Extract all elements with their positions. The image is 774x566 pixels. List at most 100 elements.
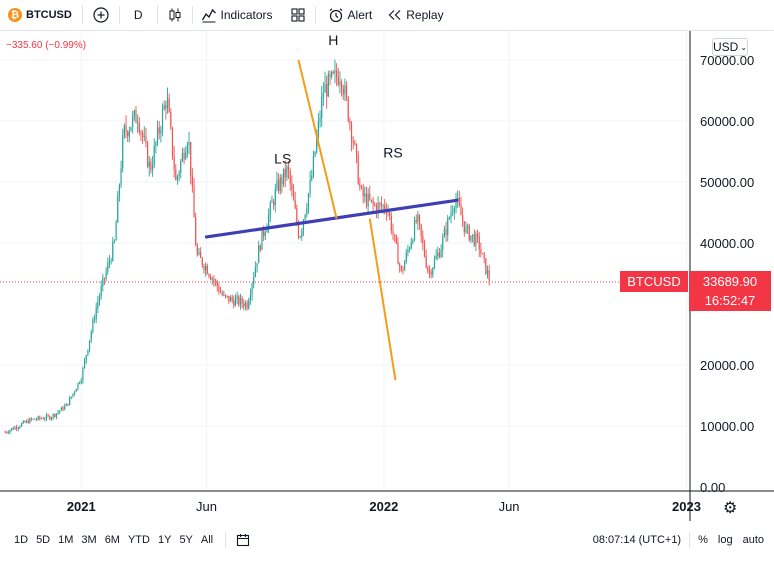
candle-body — [277, 179, 280, 192]
candle-body — [218, 286, 220, 293]
candle-body — [261, 230, 263, 250]
candle-body — [60, 407, 62, 411]
candle-body — [77, 382, 79, 390]
candle-body — [377, 202, 379, 213]
candle-body — [120, 168, 122, 186]
currency-button[interactable]: USD ⌄ — [712, 38, 748, 56]
time-axis[interactable]: 2021 Jun 2022 Jun 2023 — [67, 499, 701, 514]
percent-toggle[interactable]: % — [698, 534, 708, 546]
candle-body — [49, 416, 51, 420]
candle-body — [253, 276, 255, 285]
candle-body — [382, 205, 384, 207]
candle-body — [428, 271, 431, 273]
compare-button[interactable] — [83, 0, 119, 31]
toolbar-divider — [156, 6, 158, 24]
candle-body — [284, 168, 286, 178]
candle-body — [123, 125, 125, 135]
candle-body — [22, 421, 24, 424]
candle-body — [186, 144, 188, 153]
candle-body — [420, 224, 422, 236]
last-price-badge: 33689.90 16:52:47 — [689, 271, 771, 311]
candle-body — [430, 271, 432, 275]
candle-body — [85, 355, 87, 361]
candle-body — [307, 193, 310, 209]
range-button-all[interactable]: All — [200, 534, 214, 546]
bitcoin-logo-icon: ₿ — [8, 8, 22, 22]
price-axis[interactable]: 70000.00 60000.00 50000.00 40000.00 20000.00… — [700, 53, 754, 495]
candle-body — [243, 303, 245, 307]
candle-body — [176, 176, 179, 180]
candle-body — [170, 112, 172, 128]
candle-body — [54, 414, 56, 417]
calendar-icon[interactable] — [236, 533, 250, 547]
candle-body — [32, 418, 34, 420]
price-chart[interactable]: LS H RS 70000.00 60000.00 50000.00 40000.00 20… — [0, 31, 774, 521]
candle-body — [299, 236, 301, 238]
price-tick-label: 70000.00 — [700, 53, 754, 68]
candle-body — [467, 225, 469, 227]
candle-body — [279, 177, 281, 192]
time-tick-label: Jun — [499, 499, 520, 514]
candle-body — [334, 70, 336, 73]
candle-body — [98, 296, 101, 302]
candle-body — [117, 195, 119, 223]
candle-body — [468, 225, 470, 241]
range-button-1d[interactable]: 1D — [14, 534, 29, 546]
toolbar-divider — [191, 6, 193, 24]
auto-toggle[interactable]: auto — [742, 534, 764, 546]
toolbar-divider — [314, 6, 316, 24]
candle-body — [354, 142, 356, 145]
candle-body — [191, 175, 193, 186]
candle-body — [105, 271, 107, 279]
log-toggle[interactable]: log — [717, 534, 733, 546]
candle-body — [226, 295, 228, 297]
toolbar-divider — [225, 532, 227, 548]
candle-body — [273, 201, 275, 206]
candle-body — [399, 264, 401, 266]
candle-body — [132, 116, 134, 128]
toolbar-divider — [81, 6, 83, 24]
candle-body — [301, 230, 303, 237]
candle-body — [349, 120, 351, 124]
range-button-ytd[interactable]: YTD — [127, 534, 150, 546]
utc-clock[interactable]: 08:07:14 (UTC+1) — [592, 534, 682, 546]
range-button-6m[interactable]: 6M — [104, 534, 120, 546]
candle-body — [294, 200, 296, 209]
candle-body — [327, 73, 329, 97]
candle-body — [236, 296, 238, 299]
candle-body — [432, 268, 434, 275]
candle-body — [14, 427, 16, 430]
candle-body — [321, 97, 323, 119]
candle-body — [246, 302, 248, 309]
replay-button[interactable]: Replay — [380, 0, 451, 31]
symbol-search[interactable]: ₿ BTCUSD — [0, 0, 82, 31]
layouts-button[interactable] — [281, 0, 315, 31]
candle-body — [450, 212, 452, 219]
interval-button[interactable]: D — [120, 0, 157, 31]
candle-body — [118, 185, 121, 196]
time-tick-label: 2021 — [67, 499, 96, 514]
candle-body — [316, 136, 318, 152]
candle-body — [413, 220, 416, 241]
range-button-1y[interactable]: 1Y — [157, 534, 172, 546]
candle-body — [379, 202, 381, 204]
candle-body — [486, 270, 489, 274]
indicators-button[interactable]: Indicators — [193, 0, 281, 31]
candle-body — [372, 199, 374, 205]
range-button-1m[interactable]: 1M — [58, 534, 74, 546]
range-button-5y[interactable]: 5Y — [179, 534, 193, 546]
candle-body — [178, 172, 180, 177]
candle-body — [447, 218, 449, 235]
candle-body — [4, 432, 6, 433]
date-range-group: 1D 5D 1M 3M 6M YTD 1Y 5Y All — [0, 534, 221, 546]
chart-type-button[interactable] — [158, 0, 192, 31]
range-button-3m[interactable]: 3M — [81, 534, 97, 546]
range-button-5d[interactable]: 5D — [36, 534, 51, 546]
candle-body — [93, 319, 96, 321]
candle-body — [392, 231, 394, 235]
gear-icon[interactable]: ⚙ — [723, 500, 738, 517]
candle-body — [304, 214, 306, 220]
candle-body — [163, 105, 165, 110]
alert-button[interactable]: Alert — [316, 0, 381, 31]
bottom-toolbar: 1D 5D 1M 3M 6M YTD 1Y 5Y All 08:07:14 (U… — [0, 527, 774, 553]
